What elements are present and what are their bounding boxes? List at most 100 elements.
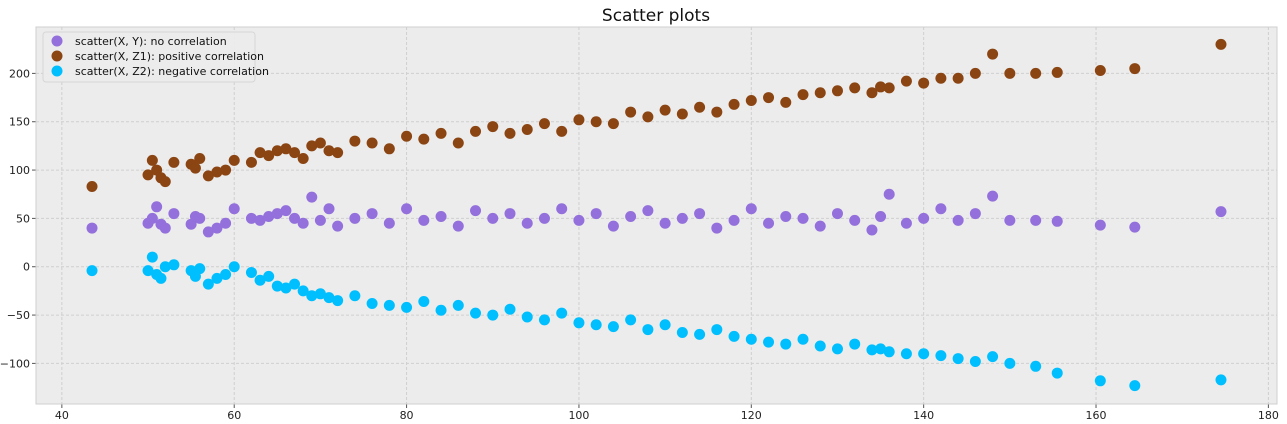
data-point (556, 125, 568, 137)
data-point (86, 181, 98, 192)
data-point (504, 208, 516, 220)
data-point (969, 67, 981, 79)
y-tick-label: 0 (23, 261, 30, 274)
data-point (918, 212, 930, 224)
data-point (401, 203, 413, 215)
series-3 (86, 251, 1227, 392)
data-point (1030, 214, 1042, 226)
data-point (1004, 214, 1016, 226)
data-point (1129, 380, 1141, 392)
legend-marker (51, 65, 63, 77)
data-point (952, 72, 964, 84)
data-point (831, 343, 843, 355)
data-point (418, 296, 430, 308)
data-point (1215, 206, 1227, 218)
data-point (763, 336, 775, 348)
data-point (297, 152, 309, 164)
data-point (202, 170, 214, 182)
data-point (1030, 360, 1042, 372)
data-point (1030, 67, 1042, 79)
data-point (452, 137, 464, 149)
x-tick-label: 140 (913, 409, 934, 422)
data-point (625, 106, 637, 118)
data-point (297, 217, 309, 229)
data-point (659, 104, 671, 116)
data-point (168, 208, 180, 220)
data-point (289, 278, 301, 290)
data-point (875, 343, 887, 355)
data-point (401, 130, 413, 142)
data-point (728, 98, 740, 110)
data-point (159, 176, 171, 188)
data-point (280, 143, 292, 155)
data-point (711, 324, 723, 336)
data-point (155, 272, 167, 284)
data-point (418, 133, 430, 145)
data-point (323, 203, 335, 215)
data-point (780, 338, 792, 350)
data-point (676, 108, 688, 120)
data-point (573, 317, 585, 329)
data-point (202, 226, 214, 238)
data-point (263, 210, 275, 222)
data-point (814, 340, 826, 352)
data-point (1004, 357, 1016, 369)
data-point (289, 212, 301, 224)
data-point (159, 222, 171, 234)
data-point (849, 82, 861, 94)
series-1 (86, 188, 1227, 238)
data-points (86, 38, 1227, 392)
data-point (659, 319, 671, 331)
data-point (1051, 66, 1063, 78)
data-point (763, 92, 775, 104)
data-point (935, 350, 947, 362)
data-point (849, 214, 861, 226)
data-point (220, 268, 232, 280)
data-point (211, 222, 223, 234)
data-point (194, 263, 206, 275)
data-point (306, 191, 318, 203)
data-point (866, 344, 878, 356)
data-point (254, 274, 266, 286)
data-point (900, 217, 912, 229)
data-point (728, 330, 740, 342)
data-point (487, 121, 499, 133)
data-point (556, 203, 568, 215)
data-point (659, 217, 671, 229)
data-point (607, 321, 619, 333)
data-point (538, 118, 550, 130)
data-point (607, 118, 619, 130)
data-point (349, 290, 361, 302)
data-point (780, 96, 792, 108)
data-point (245, 212, 257, 224)
data-point (642, 111, 654, 123)
data-point (521, 311, 533, 323)
x-tick-label: 160 (1086, 409, 1107, 422)
data-point (969, 208, 981, 220)
data-point (211, 272, 223, 284)
data-point (168, 156, 180, 168)
data-point (280, 282, 292, 294)
data-point (470, 205, 482, 217)
data-point (383, 299, 395, 311)
data-point (306, 140, 318, 152)
data-point (332, 220, 344, 232)
data-point (306, 290, 318, 302)
y-tick-label: 50 (16, 212, 30, 225)
data-point (435, 304, 447, 316)
x-tick-label: 120 (741, 409, 762, 422)
data-point (694, 208, 706, 220)
x-tick-label: 100 (568, 409, 589, 422)
data-point (435, 210, 447, 222)
data-point (189, 162, 201, 174)
data-point (987, 48, 999, 60)
data-point (452, 220, 464, 232)
data-point (875, 210, 887, 222)
x-tick-label: 60 (227, 409, 241, 422)
data-point (814, 87, 826, 99)
data-point (383, 217, 395, 229)
chart-title: Scatter plots (602, 6, 710, 26)
data-point (883, 346, 895, 358)
data-point (831, 208, 843, 220)
